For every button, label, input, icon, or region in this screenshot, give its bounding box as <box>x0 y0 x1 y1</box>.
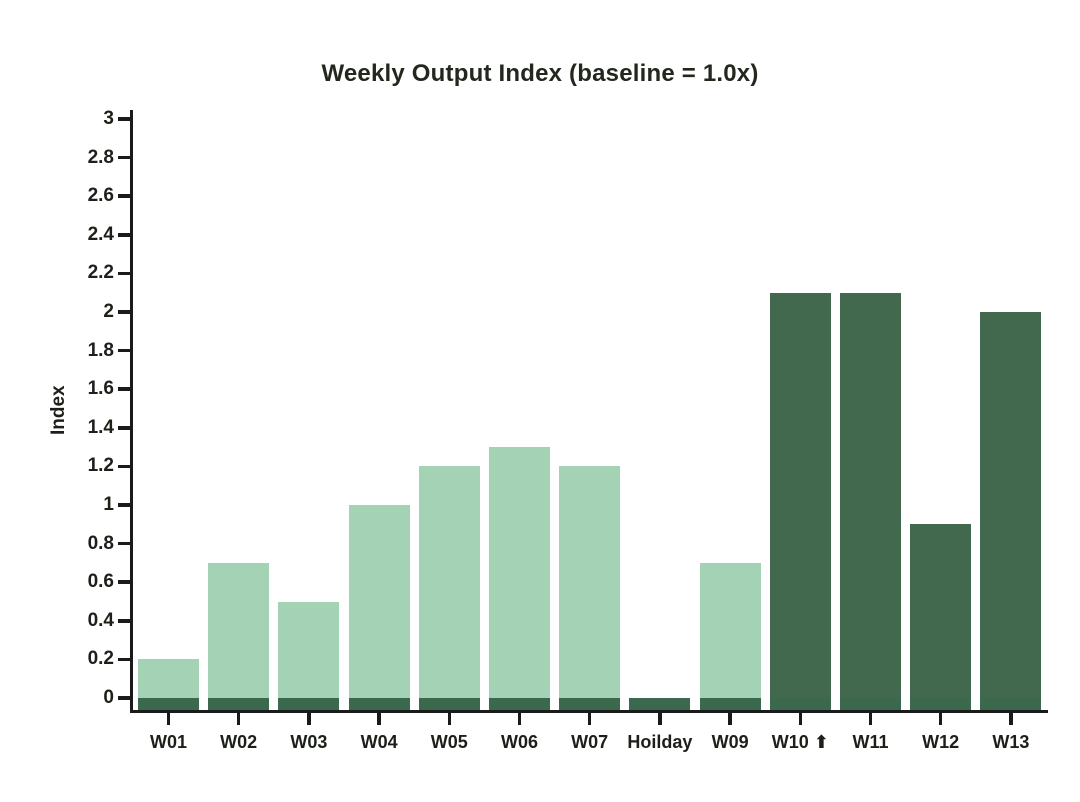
x-tick-mark <box>938 713 943 725</box>
bar-hoilday <box>629 698 691 710</box>
x-tick-label: W11 <box>852 732 889 752</box>
x-tick-label: W09 <box>711 732 749 752</box>
y-tick-mark <box>118 233 130 237</box>
x-tick-label: W06 <box>500 732 538 752</box>
bar-w07 <box>559 466 621 710</box>
x-tick-mark <box>658 713 662 725</box>
bar-value-segment <box>418 466 480 698</box>
y-tick-mark <box>118 580 130 584</box>
bar-w13 <box>980 312 1042 710</box>
bar-value-segment <box>559 466 621 698</box>
y-tick-label: 1.2 <box>87 455 114 477</box>
y-tick-mark <box>118 426 130 430</box>
y-tick-label: 2.6 <box>87 185 114 207</box>
x-tick-label: W01 <box>149 732 187 752</box>
y-tick-label: 1.8 <box>87 339 114 361</box>
x-tick-label: W05 <box>430 732 468 752</box>
bar-w02 <box>208 562 270 710</box>
y-tick-label: 0 <box>103 687 114 708</box>
bar-w05 <box>418 466 480 710</box>
y-tick-mark <box>118 194 130 198</box>
y-tick-mark <box>118 503 130 507</box>
y-tick-mark <box>118 464 130 469</box>
bar-w04 <box>348 505 410 710</box>
bar-w03 <box>278 601 340 710</box>
x-tick-mark <box>517 713 522 725</box>
y-tick-label: 3 <box>103 108 114 129</box>
x-tick-mark <box>798 713 803 725</box>
y-tick-mark <box>118 387 130 391</box>
bar-w06 <box>489 447 550 710</box>
bar-value-segment <box>489 447 550 698</box>
y-tick-mark <box>118 271 130 276</box>
bar-w11 <box>840 292 901 710</box>
y-tick-label: 1.4 <box>87 416 114 438</box>
x-tick-mark <box>447 713 452 725</box>
x-tick-mark <box>236 713 241 725</box>
y-tick-label: 1 <box>103 494 114 515</box>
x-tick-label: W12 <box>922 732 960 752</box>
bar-w10 <box>769 292 831 710</box>
x-tick-mark <box>1009 713 1013 725</box>
y-tick-mark <box>118 619 130 623</box>
x-tick-label: W10 ⬆ <box>771 732 829 752</box>
y-tick-mark <box>118 155 130 160</box>
bar-value-segment <box>910 524 972 698</box>
bar-value-segment <box>840 292 901 698</box>
x-tick-label: Hoilday <box>627 732 693 752</box>
bar-w12 <box>910 524 972 710</box>
y-tick-label: 1.6 <box>87 378 114 400</box>
chart-title: Weekly Output Index (baseline = 1.0x) <box>321 60 759 87</box>
x-tick-mark <box>166 713 171 725</box>
y-tick-label: 2.8 <box>87 146 114 168</box>
bar-value-segment <box>208 562 270 698</box>
y-tick-label: 2 <box>103 301 114 322</box>
bar-value-segment <box>769 292 831 698</box>
y-tick-label: 2.2 <box>87 262 114 284</box>
bar-value-segment <box>699 562 761 698</box>
x-tick-mark <box>868 713 873 725</box>
y-tick-label: 0.6 <box>87 571 114 593</box>
x-tick-label: W13 <box>992 732 1030 752</box>
x-tick-label: W02 <box>220 732 258 752</box>
y-tick-label: 0.8 <box>87 532 114 554</box>
y-tick-mark <box>118 696 130 700</box>
x-tick-label: W04 <box>360 732 398 752</box>
y-tick-label: 0.4 <box>87 609 114 631</box>
y-tick-mark <box>118 541 130 546</box>
bar-w01 <box>138 659 199 710</box>
y-axis-line <box>130 110 133 713</box>
bar-value-segment <box>138 659 199 698</box>
y-tick-mark <box>118 348 130 353</box>
bar-value-segment <box>348 505 410 698</box>
y-tick-label: 0.2 <box>87 648 114 670</box>
y-tick-mark <box>118 657 130 662</box>
y-tick-mark <box>118 310 130 314</box>
x-tick-mark <box>307 713 311 725</box>
x-tick-mark <box>587 713 592 725</box>
bar-w09 <box>699 562 761 710</box>
x-tick-label: W03 <box>290 732 328 752</box>
y-axis-label: Index <box>48 385 69 435</box>
y-tick-label: 2.4 <box>87 223 114 245</box>
x-tick-mark <box>377 713 381 725</box>
bar-value-segment <box>980 312 1042 698</box>
x-tick-label: W07 <box>571 732 609 752</box>
x-tick-mark <box>728 713 732 725</box>
bar-value-segment <box>278 601 340 698</box>
y-tick-mark <box>118 117 130 121</box>
x-axis-line <box>130 710 1048 713</box>
